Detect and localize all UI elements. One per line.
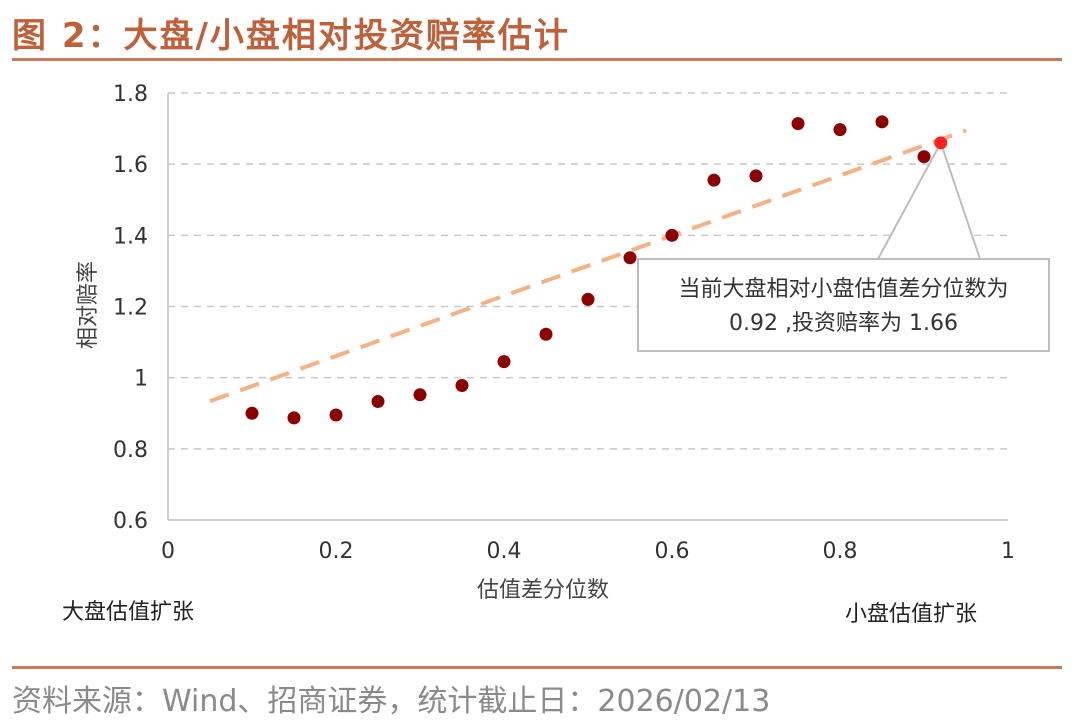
data-point xyxy=(287,411,301,425)
x-tick-label: 0.8 xyxy=(823,539,858,564)
current-value-callout: 当前大盘相对小盘估值差分位数为 0.92 ,投资赔率为 1.66 xyxy=(637,258,1050,352)
y-tick-label: 0.6 xyxy=(113,509,148,534)
y-tick-label: 1.8 xyxy=(113,82,148,107)
data-point xyxy=(497,355,511,369)
data-point xyxy=(917,150,931,164)
trendline xyxy=(209,128,967,404)
source-note: 资料来源：Wind、招商证券，统计截止日：2026/02/13 xyxy=(12,684,771,719)
callout-line-2: 0.92 ,投资赔率为 1.66 xyxy=(729,311,958,336)
scatter-chart: 0.60.811.21.41.61.8 0 0.2 0.4 0.6 0.8 1 相对赔率 … xyxy=(76,82,1015,603)
y-tick-labels: 0.6 0.8 1 1.2 1.4 1.6 1.8 xyxy=(113,82,148,534)
data-points xyxy=(245,115,948,425)
y-axis-label: 相对赔率 xyxy=(76,261,101,349)
data-point xyxy=(539,327,553,341)
footer-divider xyxy=(12,666,1062,669)
small-cap-expansion-label: 小盘估值扩张 xyxy=(845,602,978,627)
axes xyxy=(167,93,1008,521)
data-point xyxy=(581,292,595,306)
y-tick-label: 0.8 xyxy=(113,438,148,463)
y-tick-label: 1 xyxy=(134,367,148,392)
data-point xyxy=(413,388,427,402)
figure-title: 图 2：大盘/小盘相对投资赔率估计 xyxy=(12,16,570,56)
data-point xyxy=(455,378,469,392)
data-point xyxy=(371,395,385,409)
callout-line-1: 当前大盘相对小盘估值差分位数为 xyxy=(678,277,1009,302)
x-tick-label: 0 xyxy=(161,539,175,564)
y-tick-label: 1.4 xyxy=(113,224,148,249)
y-tick-label: 1.6 xyxy=(113,153,148,178)
data-point xyxy=(707,173,721,187)
x-tick-label: 0.6 xyxy=(655,539,690,564)
data-point xyxy=(329,408,343,422)
trendline-layer xyxy=(209,128,967,404)
title-divider xyxy=(12,58,1062,61)
current-data-point xyxy=(934,136,948,150)
x-tick-label: 0.4 xyxy=(487,539,522,564)
data-point xyxy=(245,406,259,420)
y-tick-label: 1.2 xyxy=(113,296,148,321)
data-point xyxy=(833,123,847,137)
x-tick-label: 0.2 xyxy=(319,539,354,564)
data-point xyxy=(665,228,679,242)
grid-lines xyxy=(168,92,1008,450)
data-point xyxy=(875,115,889,129)
data-point xyxy=(623,251,637,265)
data-point xyxy=(749,169,763,183)
large-cap-expansion-label: 大盘估值扩张 xyxy=(62,600,195,625)
x-axis-label: 估值差分位数 xyxy=(477,578,609,603)
x-tick-label: 1 xyxy=(1001,539,1015,564)
data-point xyxy=(791,117,805,131)
x-tick-labels: 0 0.2 0.4 0.6 0.8 1 xyxy=(161,539,1015,564)
